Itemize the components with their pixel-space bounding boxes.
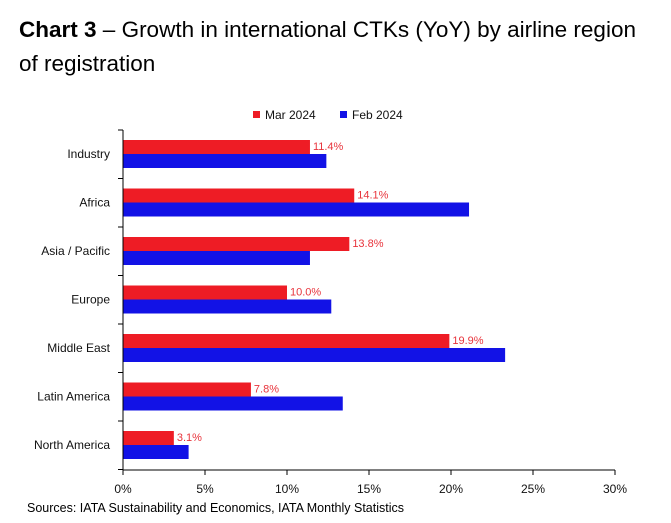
bar-feb-2024 — [123, 299, 332, 314]
data-label: 3.1% — [177, 432, 202, 444]
data-label: 19.9% — [452, 335, 483, 347]
x-tick-label: 30% — [603, 482, 627, 496]
title-separator: – — [96, 17, 122, 42]
category-label: Europe — [71, 293, 110, 307]
bar-feb-2024 — [123, 202, 470, 217]
title-text: Growth in international CTKs (YoY) by ai… — [19, 17, 636, 76]
x-tick-label: 5% — [196, 482, 214, 496]
category-label: Middle East — [47, 341, 110, 355]
x-tick-label: 15% — [357, 482, 381, 496]
bar-mar-2024 — [123, 140, 310, 154]
bar-mar-2024 — [123, 237, 350, 251]
data-label: 10.0% — [290, 287, 321, 299]
category-label: Latin America — [37, 390, 110, 404]
legend-label-1: Mar 2024 — [265, 108, 316, 122]
bar-mar-2024 — [123, 188, 355, 203]
chart-title: Chart 3 – Growth in international CTKs (… — [19, 13, 659, 81]
legend-label-2: Feb 2024 — [352, 108, 403, 122]
bar-feb-2024 — [123, 445, 189, 459]
category-label: Asia / Pacific — [41, 244, 110, 258]
bar-feb-2024 — [123, 251, 310, 265]
data-label: 7.8% — [254, 384, 279, 396]
x-tick-label: 20% — [439, 482, 463, 496]
category-label: Industry — [67, 147, 110, 161]
x-tick-label: 25% — [521, 482, 545, 496]
bar-feb-2024 — [123, 154, 327, 168]
bar-mar-2024 — [123, 382, 251, 397]
bar-feb-2024 — [123, 348, 506, 362]
bar-feb-2024 — [123, 396, 343, 411]
bar-mar-2024 — [123, 431, 174, 445]
data-label: 14.1% — [357, 190, 388, 202]
legend-swatch-2 — [340, 111, 347, 118]
bar-mar-2024 — [123, 334, 450, 348]
chart-number: Chart 3 — [19, 17, 97, 42]
category-label: North America — [34, 438, 110, 452]
x-tick-label: 10% — [275, 482, 299, 496]
data-label: 13.8% — [352, 238, 383, 250]
legend-swatch-1 — [253, 111, 260, 118]
data-label: 11.4% — [313, 141, 344, 153]
source-note: Sources: IATA Sustainability and Economi… — [27, 501, 405, 515]
x-tick-label: 0% — [114, 482, 132, 496]
bar-mar-2024 — [123, 285, 287, 300]
category-label: Africa — [79, 196, 110, 210]
